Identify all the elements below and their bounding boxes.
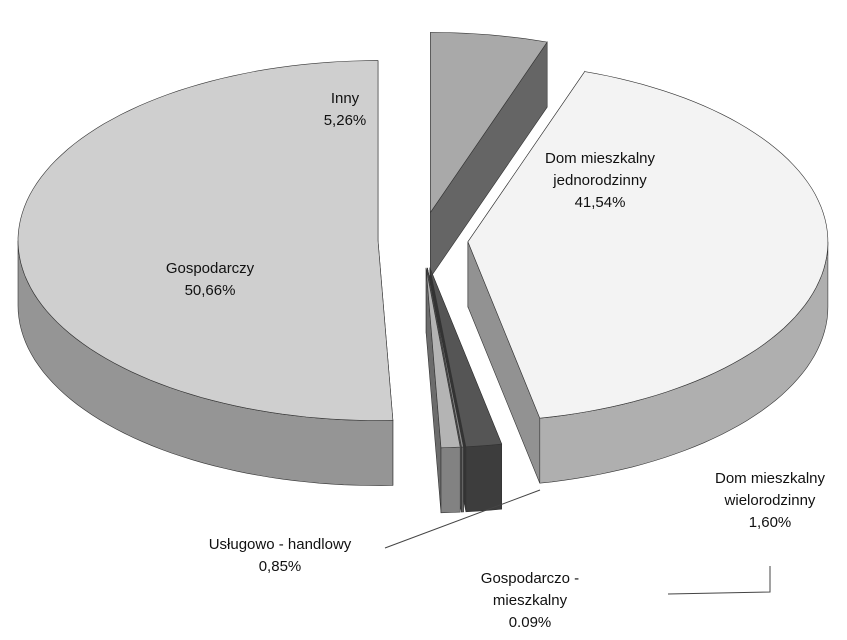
slice-label: Dom mieszkalny jednorodzinny 41,54% [525,148,675,214]
slice-top [430,32,548,214]
slice-top [427,267,464,448]
slice-top [17,60,394,421]
slice-label: Inny 5,26% [310,88,380,132]
slice-wall [461,446,464,513]
slice-top [467,71,829,419]
category-label: Gospodarczy [165,260,255,277]
value-label: 41,54% [574,194,626,211]
value-label: 1,60% [748,514,792,531]
value-label: 0,85% [258,558,302,575]
category-label: Usługowo - handlowy [208,536,352,553]
slice-label: Dom mieszkalny wielorodzinny 1,60% [700,468,840,534]
value-label: 50,66% [184,282,236,299]
slice-label: Gospodarczo - mieszkalny 0.09% [460,568,600,634]
slice-top [425,267,461,449]
slice-label: Usługowo - handlowy 0,85% [160,534,400,578]
category-label: Inny [330,90,360,107]
slice-wall [465,443,502,513]
leader-line [384,489,541,549]
value-label: 5,26% [323,112,367,129]
slice-label: Gospodarczy 50,66% [130,258,290,302]
category-label: Gospodarczo - mieszkalny [480,570,580,609]
value-label: 0.09% [508,614,552,631]
slice-wall [440,446,461,514]
category-label: Dom mieszkalny jednorodzinny [544,150,656,189]
slice-top [429,267,503,448]
category-label: Dom mieszkalny wielorodzinny [714,470,826,509]
leader-line [667,566,771,595]
